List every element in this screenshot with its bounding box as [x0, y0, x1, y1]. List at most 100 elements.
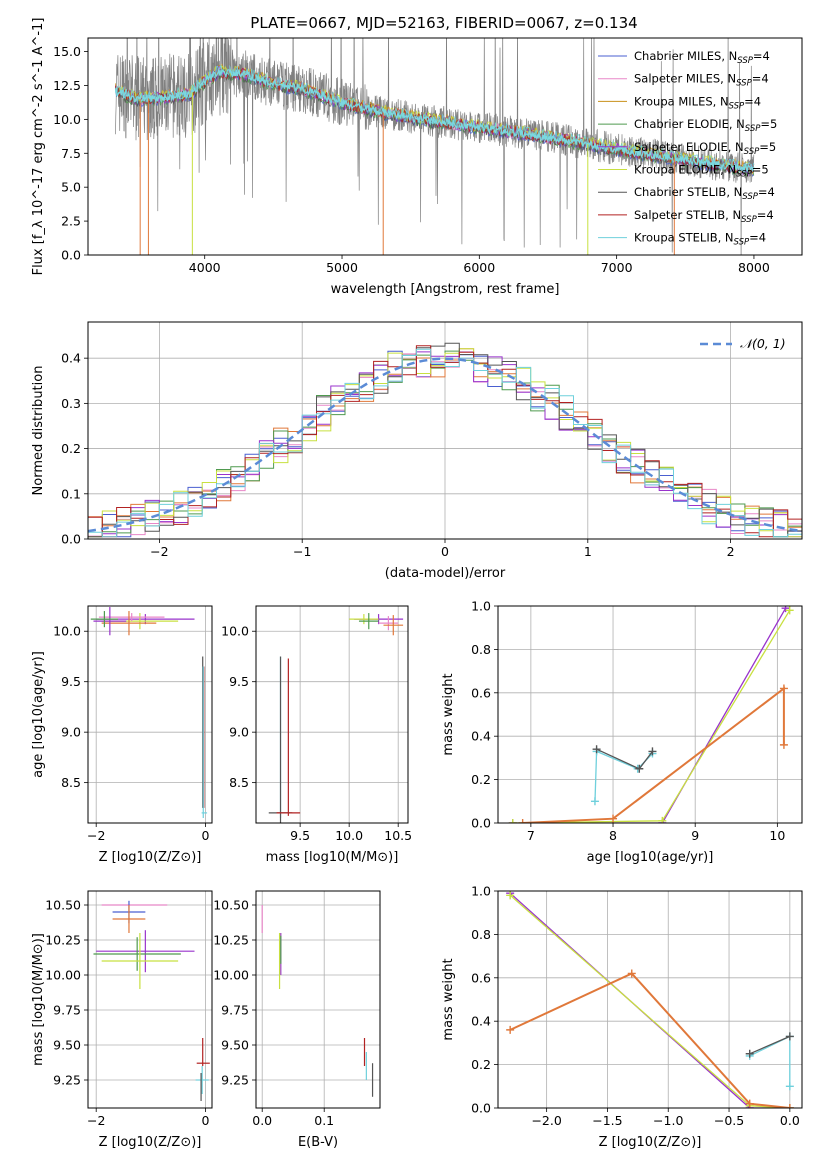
y-tick-label: 10.00	[45, 968, 81, 983]
x-tick-label: 0.0	[252, 1113, 272, 1128]
legend-entry: Kroupa STELIB, NSSP=4	[634, 231, 766, 248]
y-tick-label: 0.2	[471, 1057, 491, 1072]
panel-mass-vs-Z: −2 0 9.25 9.50 9.75 10.00 10.25 10.50 Z [log10(Z…	[31, 890, 213, 1150]
y-tick-label: 0.3	[61, 396, 81, 411]
axes-frame	[87, 37, 803, 256]
error-bar-point	[383, 615, 404, 636]
mass-weight-point	[506, 891, 515, 900]
mass-weight-line	[509, 894, 790, 1108]
axes-frame	[87, 605, 213, 824]
x-tick-label: 0	[201, 1113, 209, 1128]
y-tick-label: 0.8	[471, 642, 491, 657]
error-bar-point	[101, 611, 157, 636]
y-tick-label: 0.0	[61, 532, 81, 547]
legend-entry: Salpeter MILES, NSSP=4	[634, 72, 769, 89]
x-tick-label: 10.5	[384, 828, 412, 843]
legend-entry: Salpeter STELIB, NSSP=4	[634, 208, 774, 225]
y-tick-label: 10.50	[45, 898, 81, 913]
y-tick-label: 0.1	[61, 486, 81, 501]
y-axis-label: age [log10(age/yr)]	[31, 651, 46, 778]
x-tick-label: 0.0	[780, 1113, 800, 1128]
y-axis-label: mass [log10(M/M⊙)]	[31, 933, 46, 1066]
x-tick-label: −0.5	[714, 1113, 744, 1128]
x-tick-label: 7	[527, 828, 535, 843]
mass-weight-point	[781, 606, 790, 613]
error-bar-point	[93, 937, 181, 971]
mass-weight-point	[627, 969, 636, 978]
x-tick-label: −2	[87, 1113, 105, 1128]
y-tick-label: 0.0	[471, 816, 491, 831]
x-tick-label: 9.5	[290, 828, 310, 843]
panel-weight-vs-age: 7 8 9 10 0.0 0.2 0.4 0.6 0.8 1.0 age [log10(age/yr…	[441, 599, 803, 865]
spectrum-legend: Chabrier MILES, NSSP=4 Salpeter MILES, NS…	[598, 49, 777, 248]
y-tick-label: 10.50	[213, 898, 249, 913]
error-bar-point	[358, 613, 379, 630]
y-tick-label: 10.00	[213, 968, 249, 983]
y-tick-label: 0.0	[61, 248, 81, 263]
x-tick-label: 8000	[738, 260, 770, 275]
y-tick-label: 0.6	[471, 685, 491, 700]
panel-mass-vs-EBV: 0.0 0.1 9.25 9.50 9.75 10.00 10.25 10.50 E(B-V)	[213, 890, 381, 1150]
mass-weight-line	[749, 1035, 791, 1055]
axes-frame	[497, 605, 803, 824]
y-tick-label: 0.4	[471, 1014, 491, 1029]
y-tick-label: 10.0	[53, 112, 81, 127]
y-tick-label: 0.0	[471, 1101, 491, 1116]
y-tick-label: 0.6	[471, 970, 491, 985]
best-model-line	[114, 68, 755, 174]
y-axis-label: Normed distribution	[31, 366, 46, 496]
mass-weight-point	[745, 1099, 754, 1108]
mass-weight-point	[635, 764, 644, 773]
x-axis-label: (data-model)/error	[385, 566, 506, 581]
y-tick-label: 0.4	[61, 351, 81, 366]
mass-weight-line	[509, 892, 790, 1108]
y-tick-label: 8.5	[61, 775, 81, 790]
y-tick-label: 9.5	[229, 674, 249, 689]
x-tick-label: 0	[201, 828, 209, 843]
mass-weight-point	[609, 814, 618, 823]
mass-weight-line	[522, 686, 785, 823]
x-axis-label: Z [log10(Z/Z⊙)]	[599, 1135, 702, 1150]
y-tick-label: 1.0	[471, 884, 491, 899]
x-tick-label: −1.0	[653, 1113, 683, 1128]
error-bar-point	[98, 613, 165, 622]
panel-residuals: −2 −1 0 1 2 0.0 0.1 0.2 0.3 0.4 (data-model)/error…	[31, 321, 803, 581]
plot-area	[88, 342, 802, 538]
legend-entry: Chabrier ELODIE, NSSP=5	[634, 117, 777, 134]
y-tick-label: 0.2	[471, 772, 491, 787]
plot-area	[93, 900, 210, 1101]
x-tick-label: 8	[609, 828, 617, 843]
y-tick-label: 10.25	[45, 933, 81, 948]
plot-area	[90, 607, 208, 818]
y-tick-label: 9.50	[53, 1038, 81, 1053]
y-tick-label: 5.0	[61, 180, 81, 195]
mass-weight-point	[508, 819, 517, 823]
mass-weight-point	[785, 1104, 794, 1108]
observed-spectrum-line	[115, 38, 755, 255]
mass-weight-line	[594, 750, 653, 802]
y-tick-label: 0.4	[471, 729, 491, 744]
legend-entry: Chabrier STELIB, NSSP=4	[634, 185, 775, 202]
error-bar-point	[112, 905, 146, 933]
mass-weight-point	[506, 1025, 515, 1034]
y-tick-label: 9.0	[229, 725, 249, 740]
x-axis-label: Z [log10(Z/Z⊙)]	[99, 1135, 202, 1150]
plot-area	[508, 606, 794, 823]
x-tick-label: 10	[769, 828, 785, 843]
x-tick-label: 1	[584, 544, 592, 559]
mass-weight-point	[518, 819, 527, 823]
error-bar-point	[101, 933, 179, 989]
x-tick-label: 0	[441, 544, 449, 559]
mass-weight-point	[648, 747, 657, 756]
mass-weight-line	[596, 748, 654, 770]
y-tick-label: 12.5	[53, 78, 81, 93]
y-tick-label: 1.0	[471, 599, 491, 614]
x-axis-label: Z [log10(Z/Z⊙)]	[99, 850, 202, 865]
residual-histogram	[88, 348, 802, 538]
legend-entry: Kroupa MILES, NSSP=4	[634, 94, 761, 111]
axes-frame	[255, 890, 381, 1109]
axes-frame	[497, 890, 803, 1109]
y-tick-label: 9.5	[61, 674, 81, 689]
x-tick-label: 6000	[463, 260, 495, 275]
y-axis-label: mass weight	[441, 673, 456, 755]
